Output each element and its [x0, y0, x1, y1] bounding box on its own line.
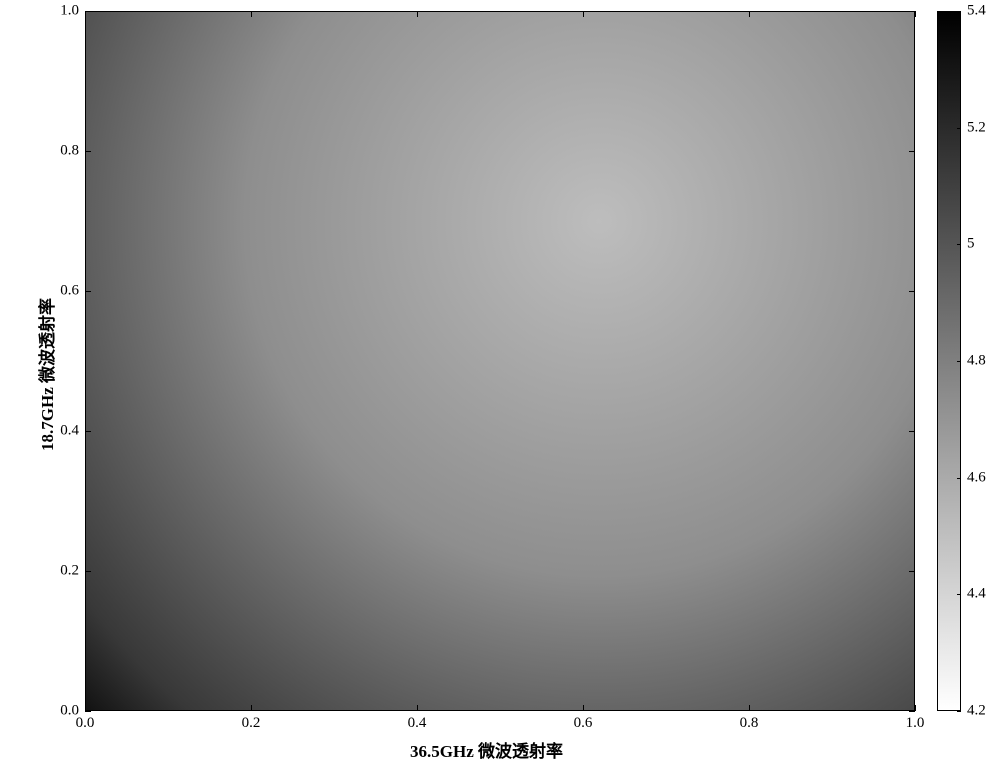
colorbar-tick-label: 4.4: [967, 586, 986, 603]
x-tick-mark: [915, 11, 916, 17]
colorbar-tick-label: 5.4: [967, 3, 986, 20]
y-tick-mark: [909, 151, 915, 152]
colorbar-tick-mark: [957, 478, 961, 479]
y-tick-mark: [909, 571, 915, 572]
y-tick-label: 0.0: [51, 703, 79, 720]
x-tick-mark: [251, 705, 252, 711]
y-tick-mark: [85, 711, 91, 712]
y-tick-label: 0.4: [51, 423, 79, 440]
x-tick-label: 1.0: [906, 715, 925, 732]
y-tick-mark: [85, 431, 91, 432]
x-tick-mark: [583, 705, 584, 711]
heatmap-figure: 18.7GHz 微波透射率 36.5GHz 微波透射率 0.00.20.40.6…: [0, 0, 1000, 775]
colorbar-tick-label: 4.2: [967, 703, 986, 720]
colorbar-tick-mark: [957, 361, 961, 362]
x-tick-mark: [583, 11, 584, 17]
x-tick-mark: [417, 11, 418, 17]
colorbar-tick-mark: [957, 711, 961, 712]
y-tick-mark: [85, 291, 91, 292]
colorbar-tick-label: 5.2: [967, 119, 986, 136]
x-tick-label: 0.2: [242, 715, 261, 732]
x-tick-mark: [915, 705, 916, 711]
y-tick-mark: [909, 291, 915, 292]
x-tick-label: 0.6: [574, 715, 593, 732]
x-tick-mark: [749, 11, 750, 17]
x-tick-mark: [417, 705, 418, 711]
y-tick-mark: [909, 711, 915, 712]
x-tick-label: 0.8: [740, 715, 759, 732]
y-tick-label: 1.0: [51, 3, 79, 20]
colorbar-tick-mark: [957, 244, 961, 245]
y-tick-label: 0.6: [51, 283, 79, 300]
y-tick-mark: [909, 11, 915, 12]
colorbar-tick-label: 4.6: [967, 469, 986, 486]
colorbar-tick-mark: [957, 594, 961, 595]
colorbar-tick-label: 5: [967, 236, 975, 253]
colorbar-tick-mark: [957, 11, 961, 12]
y-tick-label: 0.2: [51, 563, 79, 580]
plot-area: [85, 11, 915, 711]
x-tick-mark: [749, 705, 750, 711]
colorbar-tick-mark: [957, 128, 961, 129]
x-axis-label: 36.5GHz 微波透射率: [410, 737, 563, 762]
y-tick-mark: [85, 11, 91, 12]
y-tick-mark: [85, 571, 91, 572]
colorbar-tick-label: 4.8: [967, 353, 986, 370]
x-tick-mark: [251, 11, 252, 17]
y-tick-mark: [909, 431, 915, 432]
y-tick-label: 0.8: [51, 143, 79, 160]
x-tick-label: 0.4: [408, 715, 427, 732]
y-tick-mark: [85, 151, 91, 152]
